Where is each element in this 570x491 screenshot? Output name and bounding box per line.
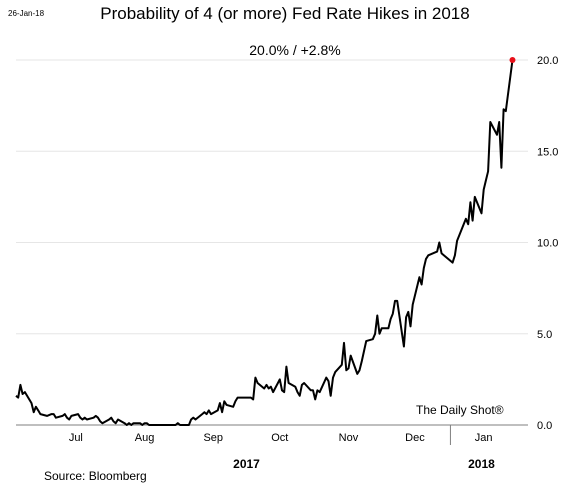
axes xyxy=(16,424,528,445)
chart-title: Probability of 4 (or more) Fed Rate Hike… xyxy=(100,4,470,23)
date-stamp: 26-Jan-18 xyxy=(8,9,45,18)
y-tick-label: 20.0 xyxy=(537,55,558,67)
last-point-marker xyxy=(509,57,516,63)
tick-labels: 0.0 5.0 10.0 15.0 20.0 Jul Aug Sep Oct Nov Dec Jan 2… xyxy=(69,55,559,471)
y-tick-label: 15.0 xyxy=(537,146,558,158)
x-tick-label: Jul xyxy=(69,432,83,444)
x-tick-label: Jan xyxy=(475,432,493,444)
x-tick-label: Oct xyxy=(271,432,288,444)
x-tick-label: Sep xyxy=(203,432,223,444)
series-layer xyxy=(15,57,516,426)
y-tick-label: 5.0 xyxy=(537,329,552,341)
year-label: 2017 xyxy=(233,457,260,471)
series-line xyxy=(15,59,514,426)
last-value-label: 20.0% / +2.8% xyxy=(249,42,341,58)
x-tick-label: Dec xyxy=(405,432,425,444)
gridlines xyxy=(16,59,528,335)
watermark: The Daily Shot® xyxy=(416,403,504,417)
y-tick-label: 0.0 xyxy=(537,420,552,432)
x-tick-label: Nov xyxy=(339,432,359,444)
year-label: 2018 xyxy=(468,457,495,471)
source-note: Source: Bloomberg xyxy=(44,469,147,483)
x-tick-label: Aug xyxy=(135,432,155,444)
y-tick-label: 10.0 xyxy=(537,238,558,250)
